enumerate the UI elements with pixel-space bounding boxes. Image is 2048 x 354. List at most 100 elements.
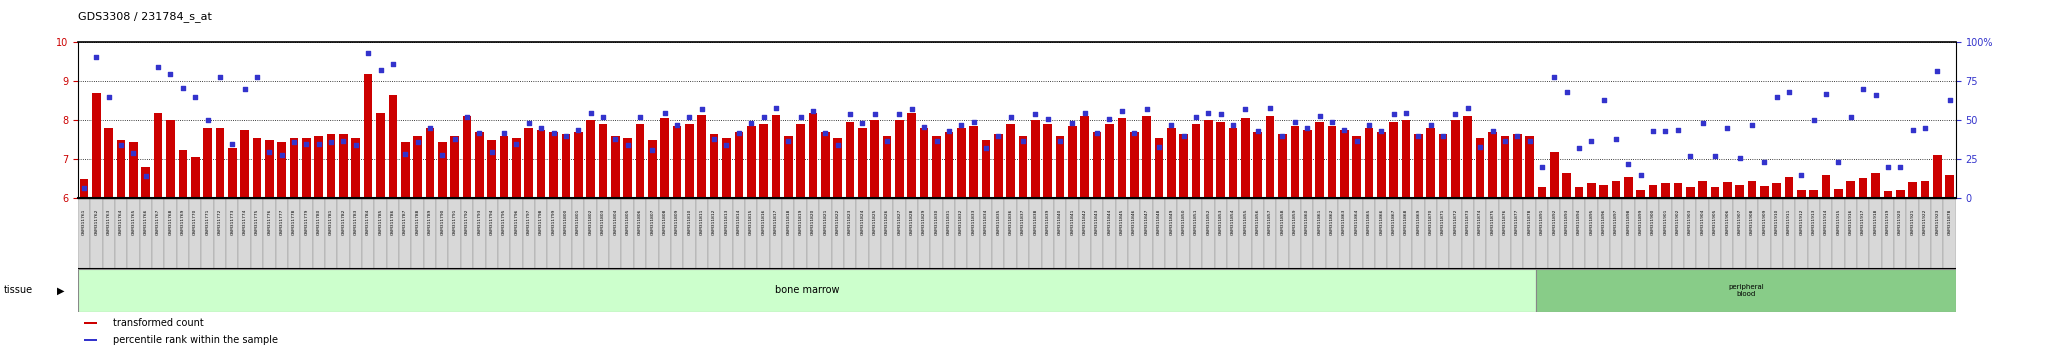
Point <box>1710 125 1743 131</box>
Bar <box>1167 128 1176 198</box>
Text: GSM311916: GSM311916 <box>1849 209 1853 235</box>
Text: GSM311781: GSM311781 <box>330 209 334 235</box>
Bar <box>1823 175 1831 198</box>
Text: GSM311920: GSM311920 <box>1898 209 1903 235</box>
Point <box>1303 113 1335 119</box>
Bar <box>1647 198 1659 269</box>
Bar <box>412 198 424 269</box>
Point <box>610 142 643 148</box>
Bar <box>1683 198 1696 269</box>
Bar <box>1538 187 1546 198</box>
Point <box>1798 118 1831 123</box>
Bar <box>1946 175 1954 198</box>
Bar <box>1030 120 1040 198</box>
Point <box>254 149 287 154</box>
Text: percentile rank within the sample: percentile rank within the sample <box>113 335 279 345</box>
Bar <box>1772 198 1784 269</box>
Text: GSM311798: GSM311798 <box>539 209 543 235</box>
Bar <box>659 198 672 269</box>
Point <box>772 138 805 143</box>
Bar <box>1931 198 1944 269</box>
Text: GSM311773: GSM311773 <box>229 209 233 235</box>
Bar <box>856 198 868 269</box>
Text: GSM311765: GSM311765 <box>131 209 135 235</box>
Bar <box>166 120 174 198</box>
Bar <box>586 120 594 198</box>
Point <box>711 142 743 148</box>
Point <box>969 145 1001 151</box>
Bar <box>1130 132 1139 198</box>
Text: GSM311787: GSM311787 <box>403 209 408 235</box>
Text: GSM311816: GSM311816 <box>762 209 766 235</box>
Bar <box>1141 198 1153 269</box>
Point <box>401 139 434 145</box>
Point <box>414 125 446 131</box>
Bar <box>547 198 559 269</box>
Point <box>1440 111 1473 117</box>
Text: GSM311790: GSM311790 <box>440 209 444 235</box>
Bar <box>350 198 362 269</box>
Text: bone marrow: bone marrow <box>774 285 840 295</box>
Point <box>1761 94 1794 100</box>
Point <box>895 107 928 112</box>
Bar <box>979 198 991 269</box>
Bar <box>1165 198 1178 269</box>
Point <box>1118 130 1151 136</box>
Bar <box>967 198 979 269</box>
Bar <box>225 198 238 269</box>
Bar <box>1055 198 1067 269</box>
Bar <box>1153 198 1165 269</box>
Text: GSM311762: GSM311762 <box>94 209 98 235</box>
Bar <box>375 198 387 269</box>
Text: GSM311828: GSM311828 <box>909 209 913 235</box>
Bar <box>1536 198 1548 269</box>
Bar <box>1143 116 1151 198</box>
Bar <box>844 198 856 269</box>
Bar <box>623 138 633 198</box>
Point <box>1415 122 1448 128</box>
Text: GSM311891: GSM311891 <box>1540 209 1544 235</box>
Bar <box>1104 198 1116 269</box>
Point <box>1352 122 1384 128</box>
Point <box>649 110 682 115</box>
Bar <box>944 132 952 198</box>
Point <box>1253 105 1286 111</box>
Bar <box>711 134 719 198</box>
Bar <box>387 198 399 269</box>
Bar <box>1118 118 1126 198</box>
Text: GSM311898: GSM311898 <box>1626 209 1630 235</box>
Point <box>129 173 162 179</box>
Bar <box>289 198 301 269</box>
Point <box>735 121 768 126</box>
Bar <box>1128 198 1141 269</box>
Text: GSM311857: GSM311857 <box>1268 209 1272 235</box>
Bar <box>1858 198 1870 269</box>
Text: GSM311872: GSM311872 <box>1454 209 1458 235</box>
Text: GSM311901: GSM311901 <box>1663 209 1667 235</box>
Point <box>598 136 631 142</box>
Point <box>1143 144 1176 150</box>
Bar <box>1440 134 1448 198</box>
Bar <box>807 198 819 269</box>
Bar <box>659 118 670 198</box>
Point <box>784 114 817 120</box>
Text: GSM311824: GSM311824 <box>860 209 864 235</box>
Point <box>920 138 952 143</box>
Bar <box>559 198 571 269</box>
Bar <box>596 198 608 269</box>
Bar <box>709 198 721 269</box>
Bar <box>784 136 793 198</box>
Bar <box>1475 198 1487 269</box>
Text: GSM311813: GSM311813 <box>725 209 729 235</box>
Bar <box>721 198 733 269</box>
Bar <box>1352 136 1362 198</box>
Text: GSM311774: GSM311774 <box>242 209 246 235</box>
Text: GSM311877: GSM311877 <box>1516 209 1520 235</box>
Bar <box>1610 198 1622 269</box>
Text: GSM311859: GSM311859 <box>1292 209 1296 235</box>
Point <box>1550 90 1583 95</box>
Bar <box>1784 198 1796 269</box>
Bar <box>1042 198 1055 269</box>
Text: GSM311818: GSM311818 <box>786 209 791 235</box>
Bar <box>1477 138 1485 198</box>
